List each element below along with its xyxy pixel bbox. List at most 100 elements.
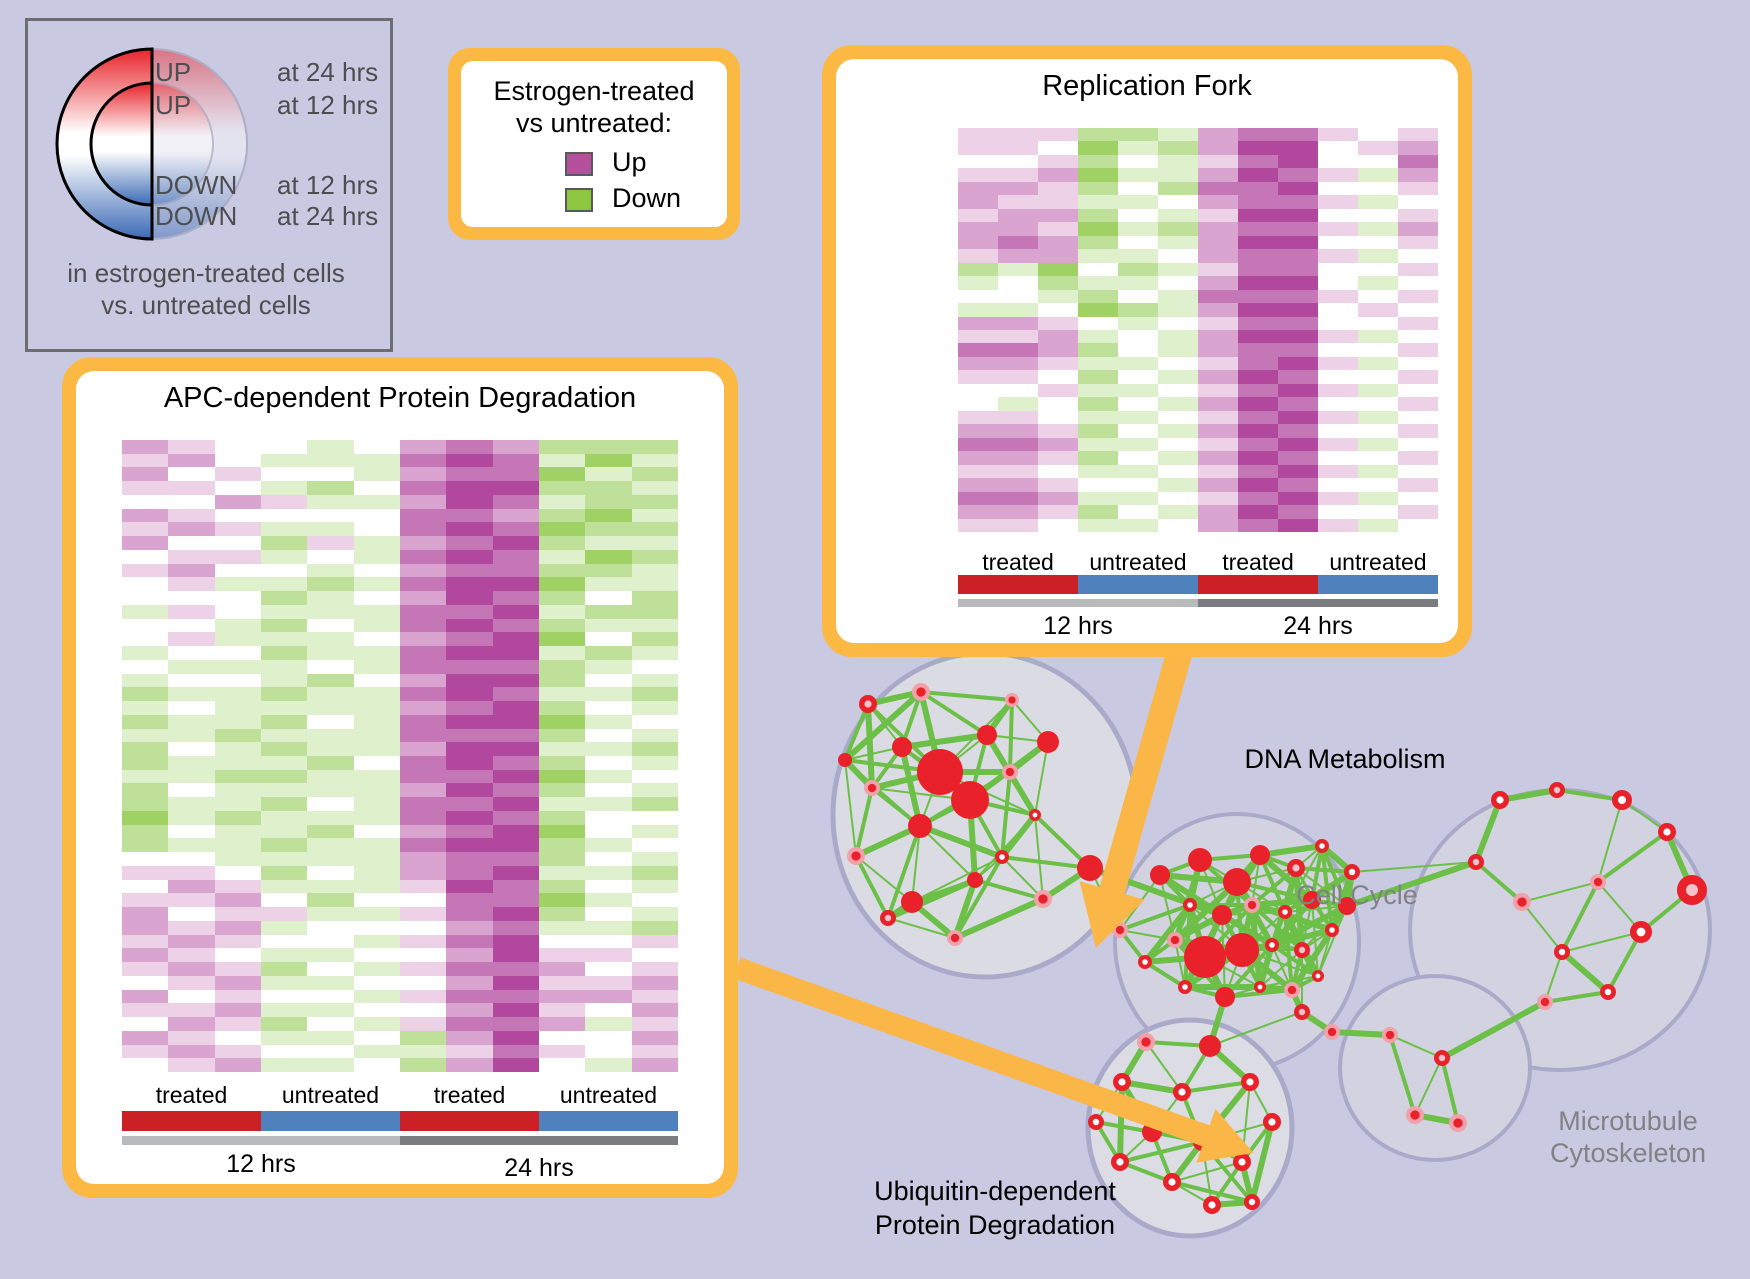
- gene-node-solid: [1150, 865, 1170, 885]
- gene-node-ring-white: [1182, 897, 1197, 912]
- heatmap-cell: [585, 714, 632, 729]
- heatmap-cell: [307, 659, 354, 674]
- heatmap-cell: [1198, 262, 1238, 277]
- heatmap-cell: [214, 838, 261, 853]
- network-edge: [1119, 1160, 1173, 1184]
- heatmap-cell: [1358, 464, 1398, 479]
- heatmap-cell: [1238, 128, 1278, 142]
- heatmap-cell: [1118, 249, 1158, 263]
- heatmap-cell: [1318, 262, 1358, 277]
- heatmap-cell: [538, 797, 586, 811]
- network-edge: [1561, 931, 1642, 953]
- heatmap-cell: [260, 728, 308, 743]
- heatmap-cell: [399, 687, 447, 702]
- heatmap-cell: [1038, 356, 1078, 371]
- legend-time-24: at 24 hrs: [277, 57, 379, 87]
- gene-node-ring-pink: [1294, 942, 1311, 959]
- heatmap-cell: [214, 989, 261, 1004]
- heatmap-cell: [1238, 410, 1278, 425]
- heatmap-cell: [492, 728, 539, 743]
- heatmap-cell: [307, 714, 354, 729]
- heatmap-cell: [1318, 464, 1358, 479]
- heatmap-cell: [958, 316, 998, 330]
- network-edge: [1270, 943, 1320, 978]
- heatmap-cell: [585, 494, 632, 509]
- heatmap-cell: [122, 962, 169, 976]
- heatmap-cell: [446, 728, 493, 743]
- heatmap-cell: [538, 618, 586, 633]
- heatmap-cell: [585, 920, 632, 935]
- heatmap-cell: [631, 1058, 678, 1072]
- heatmap-cell: [492, 755, 539, 770]
- heatmap-cell: [1398, 208, 1438, 223]
- heatmap-cell: [122, 604, 169, 619]
- heatmap-cell: [353, 522, 400, 537]
- heatmap-cell: [1358, 491, 1398, 506]
- heatmap-cell: [585, 659, 632, 674]
- heatmap-cell: [1158, 410, 1198, 425]
- heatmap-cell: [631, 440, 678, 454]
- heatmap-cell: [1278, 303, 1318, 317]
- heatmap-cell: [1158, 141, 1198, 155]
- heatmap-cell: [538, 755, 586, 770]
- gene-node-ring-pink: [880, 910, 897, 927]
- network-edge: [952, 879, 978, 939]
- heatmap-cell: [353, 742, 400, 756]
- gene-node-ring-white: [1630, 920, 1653, 943]
- heatmap-cell: [122, 975, 169, 990]
- heatmap-cell: [353, 920, 400, 935]
- heatmap-cell: [1398, 168, 1438, 182]
- network-edge: [919, 825, 976, 881]
- heatmap-cell: [446, 714, 493, 729]
- heatmap-cell: [353, 865, 400, 880]
- heatmap-cell: [260, 769, 308, 784]
- heatmap-cell: [1358, 397, 1398, 411]
- up-label: Up: [612, 147, 647, 177]
- heatmap-cell: [1238, 437, 1278, 452]
- apc-24hrs-label: 24 hrs: [504, 1154, 574, 1182]
- heatmap-cell: [214, 920, 261, 935]
- gene-node-ring-white: [1254, 980, 1267, 993]
- heatmap-cell: [1038, 249, 1078, 263]
- heatmap-cell: [1038, 478, 1078, 492]
- heatmap-cell: [399, 577, 447, 592]
- heatmap-cell: [446, 879, 493, 894]
- heatmap-cell: [631, 1030, 678, 1045]
- heatmap-cell: [214, 591, 261, 605]
- heatmap-cell: [585, 879, 632, 894]
- heatmap-cell: [214, 687, 261, 702]
- rf-untreated-bar-2: [1318, 575, 1438, 594]
- heatmap-cell: [122, 989, 169, 1004]
- network-edge: [1346, 859, 1477, 909]
- heatmap-cell: [1198, 249, 1238, 263]
- heatmap-cell: [1078, 208, 1118, 223]
- heatmap-cell: [446, 865, 493, 880]
- heatmap-cell: [631, 728, 678, 743]
- heatmap-cell: [214, 769, 261, 784]
- heatmap-cell: [1158, 437, 1198, 452]
- heatmap-cell: [1158, 222, 1198, 236]
- heatmap-cell: [122, 646, 169, 660]
- heatmap-cell: [538, 962, 586, 976]
- heatmap-cell: [168, 838, 215, 853]
- heatmap-cell: [958, 356, 998, 371]
- gene-node-core: [1005, 767, 1015, 777]
- heatmap-cell: [260, 893, 308, 908]
- heatmap-cell: [307, 1017, 354, 1031]
- heatmap-cell: [1398, 329, 1438, 344]
- gene-node-core: [1247, 900, 1257, 910]
- heatmap-cell: [492, 536, 539, 550]
- heatmap-cell: [446, 536, 493, 550]
- heatmap-cell: [1038, 464, 1078, 479]
- network-edge: [1414, 1057, 1443, 1116]
- heatmap-cell: [1318, 451, 1358, 465]
- heatmap-cell: [260, 591, 308, 605]
- heatmap-cell: [399, 591, 447, 605]
- network-edge: [1121, 1079, 1183, 1095]
- heatmap-cell: [631, 934, 678, 949]
- heatmap-cell: [958, 478, 998, 492]
- heatmap-cell: [585, 646, 632, 660]
- heatmap-cell: [307, 618, 354, 633]
- heatmap-cell: [122, 838, 169, 853]
- heatmap-cell: [492, 494, 539, 509]
